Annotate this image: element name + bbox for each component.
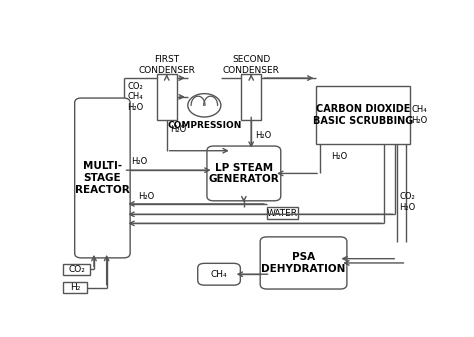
Text: CO₂
CH₄
H₂O: CO₂ CH₄ H₂O	[127, 82, 144, 112]
Text: H₂: H₂	[70, 283, 80, 292]
FancyBboxPatch shape	[198, 263, 240, 285]
Text: PSA
DEHYDRATION: PSA DEHYDRATION	[261, 252, 346, 274]
Text: CH₄
H₂O: CH₄ H₂O	[411, 105, 427, 125]
FancyBboxPatch shape	[75, 98, 130, 258]
Text: H₂O: H₂O	[331, 152, 347, 161]
Bar	[267, 207, 298, 219]
Text: CO₂: CO₂	[68, 265, 85, 274]
Text: COMPRESSION: COMPRESSION	[167, 121, 242, 130]
Bar	[241, 74, 261, 120]
Text: WATER: WATER	[267, 209, 298, 217]
Bar	[63, 264, 91, 275]
Text: CO₂
H₂O: CO₂ H₂O	[399, 192, 415, 212]
Text: H₂O: H₂O	[255, 131, 271, 140]
Bar	[63, 282, 87, 294]
Text: LP STEAM
GENERATOR: LP STEAM GENERATOR	[209, 163, 279, 184]
Text: MULTI-
STAGE
REACTOR: MULTI- STAGE REACTOR	[75, 161, 130, 194]
Bar	[156, 74, 177, 120]
Bar	[316, 86, 410, 144]
Text: H₂O: H₂O	[131, 157, 147, 166]
Text: CARBON DIOXIDE
BASIC SCRUBBING: CARBON DIOXIDE BASIC SCRUBBING	[313, 104, 413, 126]
Text: H₂O: H₂O	[170, 125, 187, 134]
FancyBboxPatch shape	[207, 146, 281, 201]
Text: SECOND
CONDENSER: SECOND CONDENSER	[223, 55, 280, 75]
Text: CH₄: CH₄	[211, 270, 228, 279]
FancyBboxPatch shape	[260, 237, 347, 289]
Text: FIRST
CONDENSER: FIRST CONDENSER	[138, 55, 195, 75]
Text: H₂O: H₂O	[138, 192, 155, 201]
